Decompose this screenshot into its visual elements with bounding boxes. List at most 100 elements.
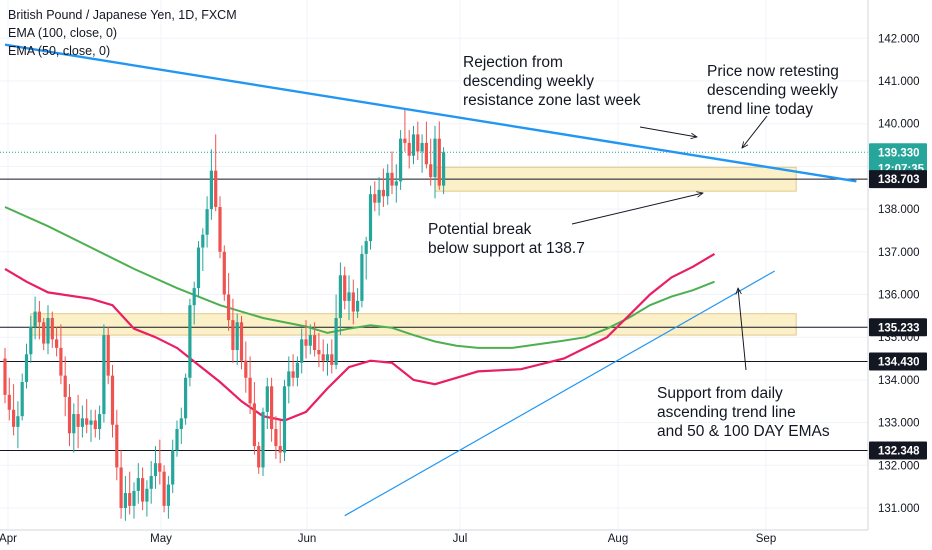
candle (171, 439, 175, 494)
candle-body (351, 292, 355, 312)
candle (50, 311, 54, 348)
candle (179, 407, 183, 444)
candle-body (93, 420, 97, 430)
candle-body (291, 371, 295, 378)
candle (360, 245, 364, 308)
candle-body (373, 194, 377, 203)
ema100-legend[interactable]: EMA (100, close, 0) (8, 26, 118, 40)
candle-body (106, 335, 110, 376)
candle (442, 147, 446, 195)
candle (282, 379, 287, 462)
candle-body (184, 377, 188, 419)
price-tick-label: 142.000 (878, 33, 920, 45)
candle (132, 482, 136, 519)
symbol-title[interactable]: British Pound / Japanese Yen, 1D, FXCM (8, 8, 237, 22)
price-tag: 134.430 (869, 352, 927, 371)
candle-body (270, 386, 274, 430)
candle (158, 439, 162, 485)
candle-body (153, 463, 158, 476)
candle-body (411, 134, 416, 156)
price-tick-label: 133.000 (878, 418, 920, 430)
candle (407, 130, 411, 169)
candle (403, 108, 407, 152)
candle (313, 322, 317, 357)
trendlines (4, 43, 857, 517)
candle (12, 384, 16, 436)
candle (390, 151, 394, 195)
candle-body (20, 382, 24, 417)
candle-body (313, 335, 317, 351)
candle (175, 420, 179, 457)
candle-body (437, 138, 441, 186)
candle (321, 339, 325, 372)
candle (184, 373, 188, 425)
candle-body (403, 138, 407, 143)
candle (16, 401, 20, 449)
candle-body (192, 288, 196, 306)
candle-body (29, 326, 33, 355)
candle (300, 328, 304, 374)
candle-body (429, 164, 433, 178)
candle (278, 420, 282, 464)
candle-body (360, 253, 364, 301)
candle (209, 149, 213, 220)
candle (235, 313, 239, 365)
candle (201, 228, 205, 272)
candle (72, 403, 76, 453)
candle-body (171, 450, 175, 485)
candle (63, 356, 67, 417)
candle (433, 125, 437, 199)
candle (287, 356, 291, 404)
candle (295, 356, 299, 387)
candle-body (218, 206, 222, 252)
candle-body (390, 172, 394, 186)
ema50-legend[interactable]: EMA (50, close, 0) (8, 44, 111, 58)
ema-50-line (4, 252, 716, 422)
candle-body (304, 339, 308, 346)
candle (244, 341, 248, 393)
candle (119, 450, 123, 519)
candle (394, 164, 398, 203)
time-axis[interactable]: Apr May Jun Jul Aug Sep (0, 529, 868, 545)
candle-body (7, 394, 11, 410)
candle (37, 300, 41, 340)
retest-arrow (742, 115, 768, 148)
candle (338, 262, 342, 336)
candle-body (325, 354, 330, 361)
candle (24, 343, 29, 389)
time-tick-label: Jul (453, 533, 468, 545)
grid (0, 0, 868, 530)
candle (381, 168, 385, 207)
candle (141, 467, 145, 511)
candle (76, 394, 80, 449)
candle (239, 315, 244, 370)
candle (248, 356, 252, 415)
support-annotation: Support from daily ascending trend line an… (657, 385, 830, 440)
candle-body (416, 134, 420, 152)
price-tag-bg (869, 352, 927, 371)
price-tag-label: 139.330 (878, 147, 920, 159)
rejection-annotation-line: resistance zone last week (463, 92, 641, 109)
candle-body (201, 234, 205, 248)
support-annotation-line: and 50 & 100 DAY EMAs (657, 423, 830, 440)
candle-body (274, 429, 278, 447)
candle-body (368, 194, 373, 242)
candle (437, 121, 441, 190)
candle (377, 177, 381, 216)
price-tags: 139.33012:07:35138.703135.233134.430132.… (869, 143, 927, 460)
support-annotation-line: Support from daily (657, 385, 783, 402)
candle-body (196, 247, 201, 289)
breakdown-arrow (571, 193, 703, 225)
candle-body (321, 354, 325, 361)
price-tag-bg (869, 143, 927, 162)
support-arrow (738, 288, 747, 371)
candle-body (394, 181, 398, 186)
candle (334, 294, 338, 370)
candle (67, 384, 72, 447)
candle (55, 326, 59, 357)
price-axis[interactable]: 131.000132.000133.000134.000135.000136.0… (867, 0, 920, 530)
candle (261, 407, 265, 476)
rejection-annotation: Rejection from descending weekly resistanc… (463, 54, 641, 109)
candle-body (261, 411, 265, 468)
